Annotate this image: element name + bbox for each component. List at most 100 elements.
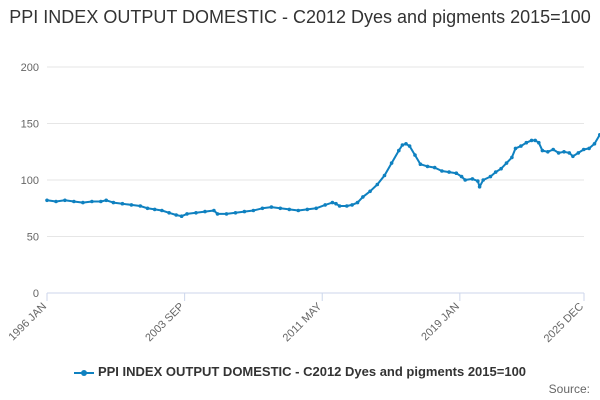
data-point	[233, 211, 238, 215]
x-tick-label: 2003 SEP	[143, 301, 187, 345]
data-point	[375, 182, 380, 187]
data-point	[407, 144, 412, 148]
data-point	[524, 140, 529, 145]
y-tick-label: 100	[21, 175, 39, 187]
x-tick-label: 2011 MAY	[281, 300, 325, 344]
data-point	[413, 153, 417, 157]
data-point	[224, 212, 229, 216]
data-point	[440, 169, 444, 173]
data-point	[537, 140, 541, 145]
data-point	[355, 200, 360, 205]
legend-label: PPI INDEX OUTPUT DOMESTIC - C2012 Dyes a…	[97, 364, 527, 379]
data-point	[296, 208, 301, 213]
data-point	[179, 214, 184, 218]
data-point	[251, 208, 256, 213]
data-point	[418, 162, 423, 166]
data-point	[54, 199, 58, 204]
y-tick-label: 150	[21, 119, 39, 131]
data-point	[361, 195, 365, 199]
x-tick-label: 2019 JAN	[419, 301, 462, 344]
data-point	[45, 198, 49, 203]
data-point	[215, 212, 220, 216]
y-tick-label: 0	[33, 288, 39, 300]
data-point	[203, 209, 207, 214]
data-point	[470, 177, 475, 181]
data-point	[111, 200, 116, 205]
data-point	[345, 204, 349, 208]
data-point	[488, 174, 493, 179]
data-point	[571, 154, 575, 159]
legend-swatch-icon	[73, 368, 94, 378]
legend[interactable]: PPI INDEX OUTPUT DOMESTIC - C2012 Dyes a…	[0, 364, 600, 379]
data-point	[120, 201, 125, 206]
data-point	[567, 151, 572, 155]
data-point	[397, 148, 401, 153]
data-point	[81, 200, 85, 205]
data-point	[546, 150, 550, 154]
data-point	[330, 200, 335, 205]
data-point	[504, 161, 509, 165]
data-point	[323, 203, 328, 207]
data-point	[382, 173, 387, 178]
data-point	[529, 138, 534, 143]
data-point	[459, 174, 464, 179]
data-point	[404, 142, 408, 146]
data-point	[581, 147, 586, 152]
data-point	[400, 143, 405, 147]
data-point	[556, 151, 561, 155]
data-point	[533, 138, 537, 143]
data-point	[540, 148, 545, 153]
data-point	[334, 201, 338, 206]
data-point	[305, 207, 310, 212]
data-point	[499, 166, 503, 171]
data-point	[519, 144, 523, 148]
data-point	[138, 204, 143, 208]
data-point	[194, 211, 198, 215]
data-point	[454, 171, 459, 175]
data-point	[314, 206, 319, 211]
data-point	[287, 207, 292, 212]
data-point	[592, 142, 597, 146]
data-point	[368, 189, 372, 194]
data-point	[389, 161, 394, 165]
data-point	[90, 199, 94, 204]
data-point	[278, 206, 283, 211]
y-tick-label: 200	[21, 62, 39, 74]
data-point	[350, 203, 354, 207]
data-point	[432, 165, 437, 170]
data-point	[463, 178, 468, 182]
data-point	[551, 147, 555, 152]
source-label: Source:	[548, 382, 590, 396]
data-point	[513, 146, 518, 151]
data-point	[477, 185, 482, 189]
series-line	[46, 133, 600, 218]
data-point	[576, 151, 581, 155]
x-tick-label: 2025 DEC	[542, 301, 586, 345]
data-point	[185, 212, 189, 216]
x-tick-label: 1996 JAN	[6, 301, 49, 344]
data-point	[174, 213, 178, 217]
data-point	[447, 170, 451, 174]
data-point	[476, 179, 480, 183]
data-point	[242, 209, 247, 214]
data-point	[337, 204, 342, 208]
data-point	[481, 178, 486, 182]
data-point	[63, 198, 67, 203]
y-tick-label: 50	[27, 232, 39, 244]
data-point	[72, 199, 76, 204]
data-point	[104, 198, 108, 203]
data-point	[129, 203, 134, 207]
data-point	[212, 208, 216, 213]
data-point	[562, 150, 566, 154]
data-point	[587, 146, 591, 151]
data-point	[160, 208, 164, 213]
data-point	[425, 164, 430, 169]
data-point	[167, 211, 171, 215]
data-point	[510, 155, 514, 160]
data-point	[145, 206, 150, 211]
chart-title: PPI INDEX OUTPUT DOMESTIC - C2012 Dyes a…	[9, 7, 591, 27]
data-point	[493, 170, 498, 174]
data-point	[99, 199, 103, 204]
data-point	[269, 205, 274, 209]
